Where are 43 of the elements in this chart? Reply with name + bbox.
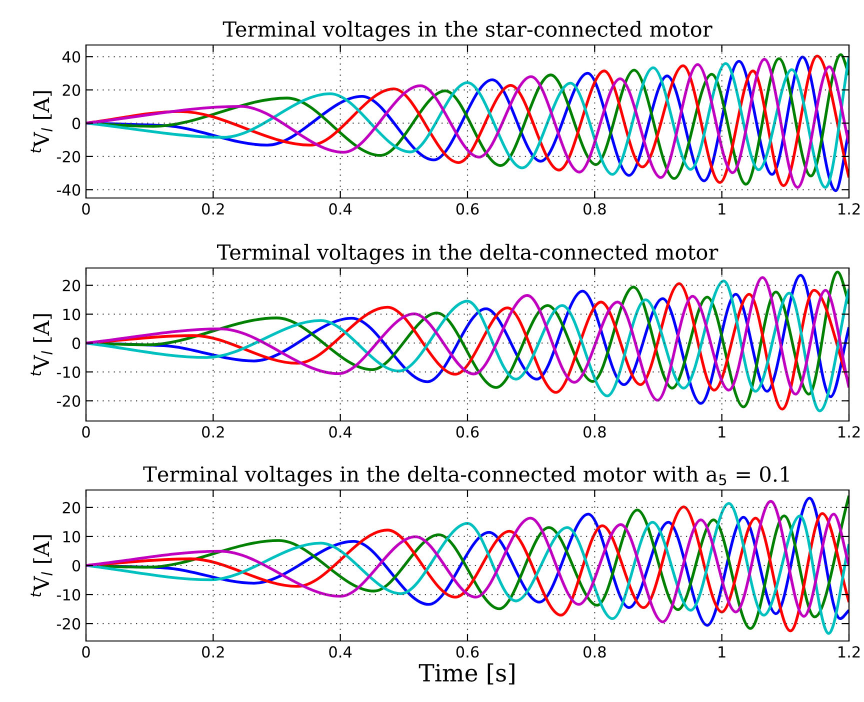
- x-tick-label: 0.4: [329, 646, 352, 658]
- x-tick-label: 0.8: [584, 203, 606, 215]
- y-axis-title: $^{t}$V$_{l}$ [A]: [30, 314, 52, 376]
- chart-title: Terminal voltages in the delta-connected motor with a$_{5}$ = 0.1: [143, 466, 789, 486]
- x-tick-label: 1.2: [838, 426, 860, 438]
- y-tick-label: -10: [56, 589, 80, 601]
- chart-title: Terminal voltages in the star-connected motor: [222, 20, 712, 42]
- y-tick-label: 10: [63, 530, 80, 542]
- x-tick-label: 1: [718, 426, 726, 438]
- y-tick-label: 40: [62, 51, 80, 63]
- x-tick-label: 0.8: [584, 426, 606, 438]
- x-tick-label: 1.2: [838, 646, 860, 658]
- x-tick-label: 0.6: [456, 203, 479, 215]
- y-tick-label: 0: [72, 560, 80, 572]
- y-tick-label: 20: [62, 280, 80, 292]
- x-tick-label: 0.4: [329, 426, 352, 438]
- y-tick-label: 20: [62, 84, 80, 96]
- x-tick-label: 0.6: [456, 646, 479, 658]
- y-tick-label: -10: [56, 366, 80, 378]
- y-tick-label: -20: [56, 395, 80, 407]
- y-tick-label: -20: [56, 150, 80, 162]
- x-tick-label: 0.4: [329, 203, 352, 215]
- x-tick-label: 0.8: [584, 646, 606, 658]
- x-tick-label: 0.6: [456, 426, 479, 438]
- y-tick-label: 0: [72, 338, 80, 350]
- x-tick-label: 0.2: [202, 646, 224, 658]
- x-axis-title: Time [s]: [418, 663, 514, 684]
- x-tick-label: 0.2: [202, 203, 224, 215]
- x-tick-label: 1: [718, 646, 726, 658]
- x-tick-label: 0: [82, 646, 90, 658]
- y-tick-label: 0: [72, 118, 80, 130]
- x-tick-label: 1: [718, 203, 726, 214]
- chart-title: Terminal voltages in the delta-connected motor: [217, 244, 718, 264]
- y-tick-label: -40: [56, 184, 80, 196]
- y-tick-label: -20: [56, 618, 80, 630]
- y-axis-title: $^{t}$V$_{l}$ [A]: [30, 535, 52, 597]
- y-tick-label: 10: [63, 308, 80, 320]
- x-tick-label: 1.2: [838, 203, 860, 214]
- x-tick-label: 0.2: [202, 426, 224, 438]
- y-tick-label: 20: [62, 502, 80, 514]
- x-tick-label: 0: [82, 426, 90, 438]
- y-axis-title: $^{t}$V$_{l}$ [A]: [30, 91, 52, 153]
- x-tick-label: 0: [82, 203, 90, 215]
